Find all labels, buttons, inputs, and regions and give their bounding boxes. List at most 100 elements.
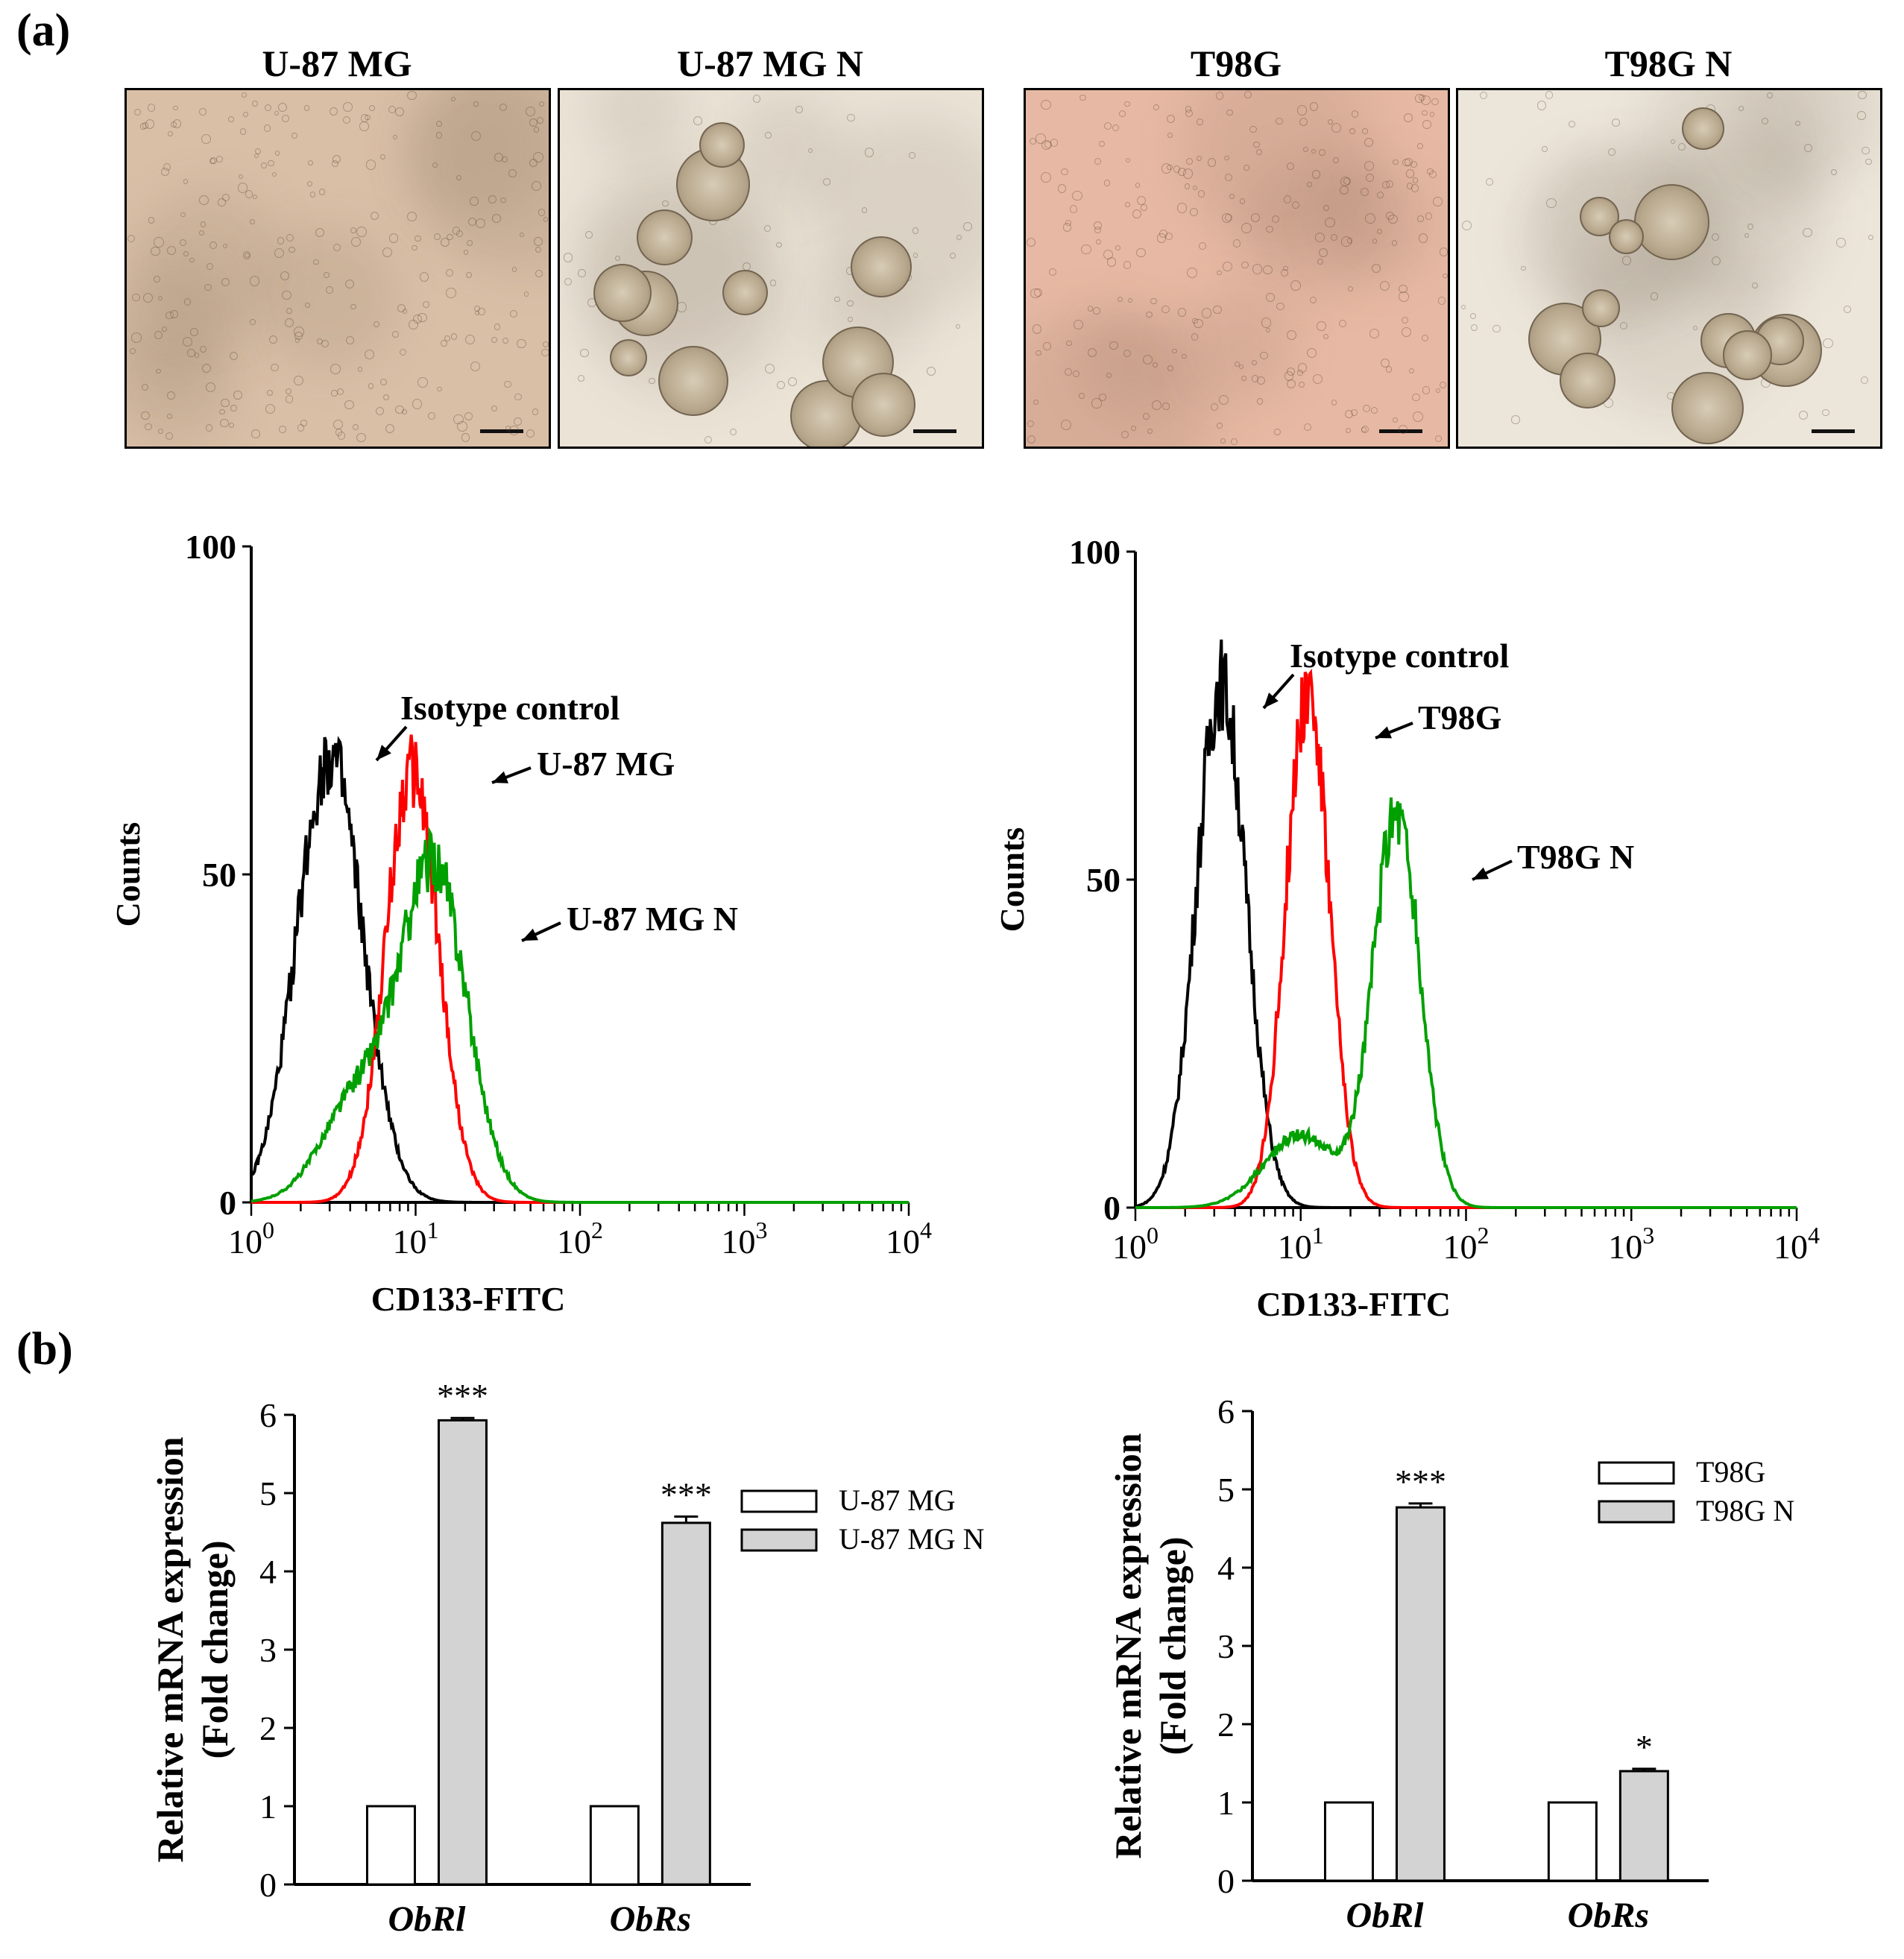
cell — [1142, 354, 1153, 365]
background-shading — [135, 186, 284, 335]
cell-sphere — [1609, 218, 1645, 255]
label-u87mg-n: U-87 MG N — [567, 900, 738, 938]
cell — [220, 419, 229, 428]
legend-label: U-87 MG — [839, 1483, 956, 1517]
cell — [465, 272, 473, 279]
cell — [1323, 333, 1329, 340]
cell — [1608, 148, 1616, 157]
cell — [1255, 148, 1262, 155]
cell — [1309, 102, 1319, 111]
cell — [261, 163, 267, 168]
cell — [199, 230, 205, 236]
cell — [1521, 265, 1526, 271]
cell — [1857, 111, 1866, 120]
cell — [1276, 118, 1283, 125]
cell — [1123, 350, 1132, 358]
significance-label: * — [1636, 1728, 1653, 1766]
photo-title-u87n: U-87 MG N — [677, 42, 863, 84]
cell — [463, 249, 469, 255]
cell — [252, 100, 259, 107]
cell-sphere — [1560, 353, 1616, 409]
cell — [525, 106, 536, 116]
cell — [847, 316, 854, 323]
cell — [228, 116, 235, 122]
cell — [1181, 353, 1187, 359]
cell — [1412, 177, 1419, 183]
y-tick-label: 50 — [202, 856, 236, 894]
cell — [1103, 122, 1112, 130]
cell — [614, 256, 620, 262]
cell — [1364, 161, 1375, 171]
x-category-label: ObRs — [1568, 1896, 1649, 1935]
x-category-label: ObRs — [610, 1899, 691, 1939]
cell — [286, 307, 293, 314]
cell — [280, 271, 290, 280]
cell — [1221, 213, 1232, 224]
cell — [218, 198, 226, 207]
cell — [1243, 165, 1249, 171]
cell — [1196, 155, 1202, 162]
cell — [1239, 365, 1244, 370]
y-tick-label: 0 — [1103, 1189, 1120, 1227]
cell — [1266, 327, 1271, 333]
cell — [1292, 201, 1300, 209]
cell-sphere — [850, 236, 912, 298]
cell — [1197, 190, 1205, 198]
cell — [1103, 179, 1111, 186]
cell — [412, 245, 417, 251]
y-tick-label: 4 — [1217, 1549, 1235, 1587]
cell — [199, 195, 209, 205]
cell — [221, 398, 230, 408]
cell — [1460, 304, 1466, 309]
cell-sphere — [1580, 197, 1620, 237]
cell — [514, 417, 522, 426]
bar-sphere — [437, 1419, 488, 1886]
cell-sphere — [1671, 371, 1744, 444]
y-tick-label: 100 — [185, 528, 236, 566]
cell — [693, 116, 702, 125]
cell — [1190, 208, 1198, 217]
scale-bar — [913, 429, 956, 433]
y-tick-label: 100 — [1069, 533, 1120, 571]
cell — [243, 112, 249, 118]
cell — [1388, 214, 1398, 224]
cell — [1220, 438, 1226, 444]
cell — [729, 428, 737, 436]
cell — [1361, 425, 1369, 433]
cell — [376, 407, 385, 416]
cell — [183, 179, 189, 184]
micrograph-u87n — [558, 88, 984, 449]
cell — [1266, 225, 1273, 233]
cell — [350, 304, 356, 310]
cell — [908, 151, 916, 160]
cell — [1432, 196, 1443, 206]
cell — [535, 270, 543, 277]
cell — [1364, 137, 1373, 147]
cell — [350, 227, 357, 234]
cell — [1405, 158, 1413, 166]
cell — [222, 244, 227, 249]
y-tick-label: 3 — [259, 1631, 277, 1669]
cell — [1377, 192, 1384, 198]
cell — [446, 288, 456, 298]
cell — [1492, 324, 1501, 333]
cell — [1072, 190, 1082, 201]
cell — [834, 296, 841, 303]
cell — [1087, 347, 1097, 357]
x-tick-label: 104 — [886, 1217, 932, 1261]
cell — [1184, 183, 1191, 189]
cell — [414, 236, 421, 242]
legend-label: T98G N — [1696, 1494, 1794, 1527]
legend-swatch — [740, 1528, 818, 1552]
cell — [1061, 419, 1072, 430]
cell — [382, 247, 392, 257]
cell — [194, 353, 200, 358]
cell — [765, 363, 775, 373]
cell — [201, 133, 211, 144]
cell — [955, 324, 961, 329]
cell — [1297, 363, 1308, 373]
cell — [168, 131, 174, 137]
cell — [1344, 409, 1353, 419]
cell — [370, 211, 379, 221]
cell — [336, 388, 344, 395]
